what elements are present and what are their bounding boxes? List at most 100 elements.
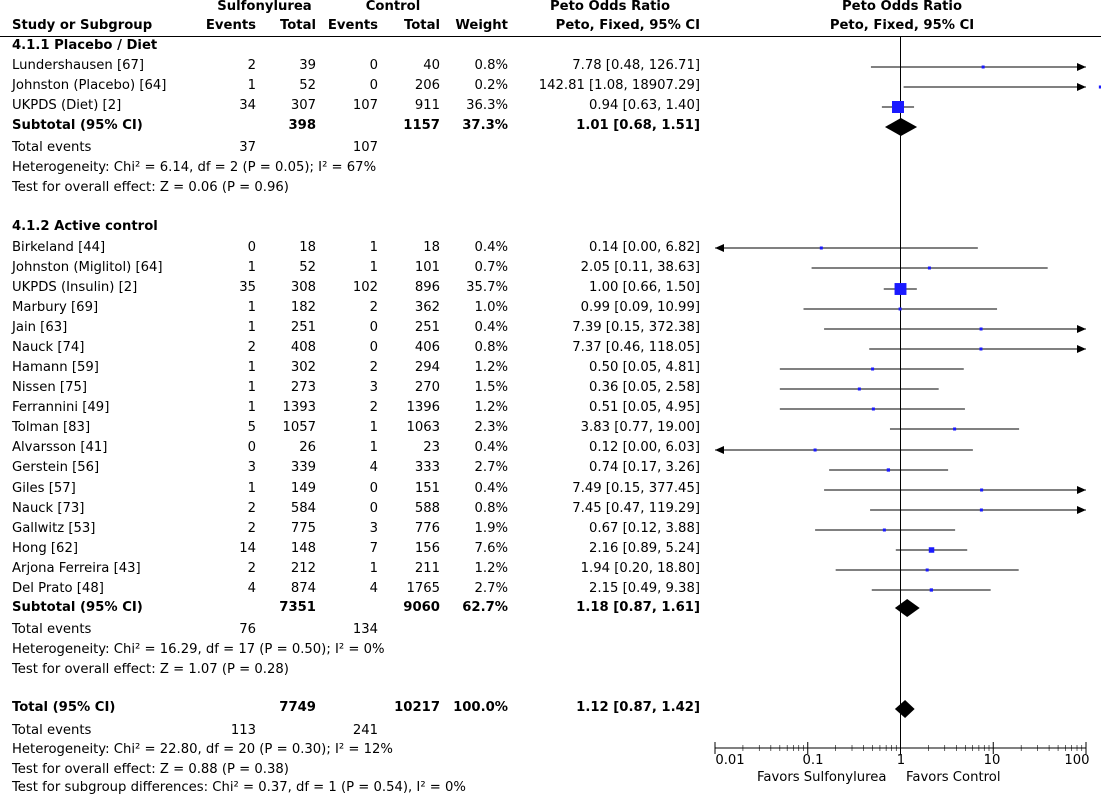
- study-square: [894, 283, 907, 295]
- cell-ci: 7.39 [0.15, 372.38]: [572, 320, 700, 335]
- cell-n2: 588: [414, 501, 440, 516]
- cell-e1: 1: [247, 400, 256, 415]
- study-label: Alvarsson [41]: [12, 440, 108, 455]
- study-label: UKPDS (Insulin) [2]: [12, 280, 138, 295]
- study-label: Gallwitz [53]: [12, 521, 96, 536]
- group1-header: Sulfonylurea: [217, 0, 312, 14]
- arrow-right: [1077, 83, 1086, 91]
- study-square: [898, 307, 902, 311]
- note-label: Heterogeneity: Chi² = 6.14, df = 2 (P = …: [12, 160, 377, 175]
- study-label: Johnston (Miglitol) [64]: [12, 260, 163, 275]
- cell-w: 0.4%: [474, 240, 508, 255]
- cell-e2: 4: [369, 581, 378, 596]
- tick-label-10: 10: [983, 753, 1001, 768]
- cell-e1: 3: [247, 460, 256, 475]
- cell-n2: 156: [414, 541, 440, 556]
- cell-e2: 107: [352, 140, 378, 155]
- cell-n1: 398: [288, 118, 316, 133]
- cell-n2: 362: [414, 300, 440, 315]
- study-square: [979, 347, 983, 351]
- group-label: 4.1.2 Active control: [12, 219, 158, 234]
- cell-n2: 18: [423, 240, 440, 255]
- cell-n2: 206: [414, 78, 440, 93]
- study-square: [882, 528, 886, 532]
- note-label: Test for overall effect: Z = 0.06 (P = 0…: [12, 180, 289, 195]
- note-label: Test for subgroup differences: Chi² = 0.…: [12, 780, 466, 795]
- cell-e1: 1: [247, 380, 256, 395]
- cell-n2: 333: [414, 460, 440, 475]
- study-square: [979, 508, 983, 512]
- group2-header: Control: [365, 0, 421, 14]
- cell-n1: 52: [299, 260, 316, 275]
- cell-ci: 3.83 [0.77, 19.00]: [580, 420, 700, 435]
- cell-n1: 148: [290, 541, 316, 556]
- study-label: Giles [57]: [12, 481, 76, 496]
- cell-n1: 39: [299, 58, 316, 73]
- cell-e2: 102: [352, 280, 378, 295]
- study-label: Marbury [69]: [12, 300, 99, 315]
- cell-e1: 1: [247, 300, 256, 315]
- cell-n2: 1765: [406, 581, 440, 596]
- study-square: [927, 266, 931, 270]
- study-square: [979, 327, 983, 331]
- cell-e2: 1: [369, 561, 378, 576]
- cell-n2: 270: [414, 380, 440, 395]
- total-label: Total (95% CI): [12, 700, 116, 715]
- study-square: [981, 65, 985, 69]
- note-label: Test for overall effect: Z = 1.07 (P = 0…: [12, 662, 289, 677]
- cell-ci: 0.50 [0.05, 4.81]: [589, 360, 700, 375]
- cell-e1: 2: [247, 521, 256, 536]
- cell-n2: 896: [414, 280, 440, 295]
- cell-ci: 0.99 [0.09, 10.99]: [580, 300, 700, 315]
- study-square: [819, 246, 823, 250]
- note-label: Test for overall effect: Z = 0.88 (P = 0…: [12, 762, 289, 777]
- cell-ci: 1.00 [0.66, 1.50]: [589, 280, 700, 295]
- cell-ci: 2.05 [0.11, 38.63]: [580, 260, 700, 275]
- cell-ci: 0.67 [0.12, 3.88]: [589, 521, 700, 536]
- cell-e2: 4: [369, 460, 378, 475]
- cell-e1: 37: [239, 140, 256, 155]
- cell-w: 100.0%: [453, 700, 508, 715]
- study-label: Gerstein [56]: [12, 460, 100, 475]
- cell-ci: 0.51 [0.05, 4.95]: [589, 400, 700, 415]
- cell-n1: 212: [290, 561, 316, 576]
- study-label: Hamann [59]: [12, 360, 99, 375]
- cell-e1: 2: [247, 561, 256, 576]
- cell-e2: 0: [369, 340, 378, 355]
- or-title: Peto Odds Ratio: [549, 0, 671, 14]
- cell-ci: 2.16 [0.89, 5.24]: [589, 541, 700, 556]
- cell-e1: 14: [239, 541, 256, 556]
- cell-w: 1.2%: [474, 400, 508, 415]
- cell-n2: 1396: [406, 400, 440, 415]
- cell-w: 2.7%: [474, 460, 508, 475]
- study-label: Nissen [75]: [12, 380, 88, 395]
- cell-e2: 3: [369, 380, 378, 395]
- study-label: Lundershausen [67]: [12, 58, 145, 73]
- cell-w: 1.0%: [474, 300, 508, 315]
- cell-e2: 0: [369, 481, 378, 496]
- cell-w: 36.3%: [466, 98, 508, 113]
- cell-n2: 1063: [406, 420, 440, 435]
- cell-n1: 273: [290, 380, 316, 395]
- cell-ci: 0.12 [0.00, 6.03]: [589, 440, 700, 455]
- pooled-diamond: [894, 700, 915, 718]
- cell-e1: 5: [247, 420, 256, 435]
- study-square: [1098, 85, 1101, 89]
- col-events2: Events: [327, 18, 378, 33]
- cell-e2: 7: [369, 541, 378, 556]
- plot-method: Peto, Fixed, 95% CI: [829, 18, 975, 33]
- cell-w: 62.7%: [462, 600, 508, 615]
- cell-n1: 182: [290, 300, 316, 315]
- cell-n2: 1157: [403, 118, 440, 133]
- cell-e2: 2: [369, 360, 378, 375]
- cell-e1: 1: [247, 320, 256, 335]
- study-label: Tolman [83]: [12, 420, 91, 435]
- favors-right: Favors Control: [906, 770, 1001, 785]
- cell-e1: 2: [247, 501, 256, 516]
- cell-w: 0.8%: [474, 340, 508, 355]
- cell-e1: 0: [247, 240, 256, 255]
- cell-n2: 211: [414, 561, 440, 576]
- cell-n2: 251: [414, 320, 440, 335]
- cell-n1: 7351: [279, 600, 316, 615]
- subtotal-label: Subtotal (95% CI): [12, 118, 143, 133]
